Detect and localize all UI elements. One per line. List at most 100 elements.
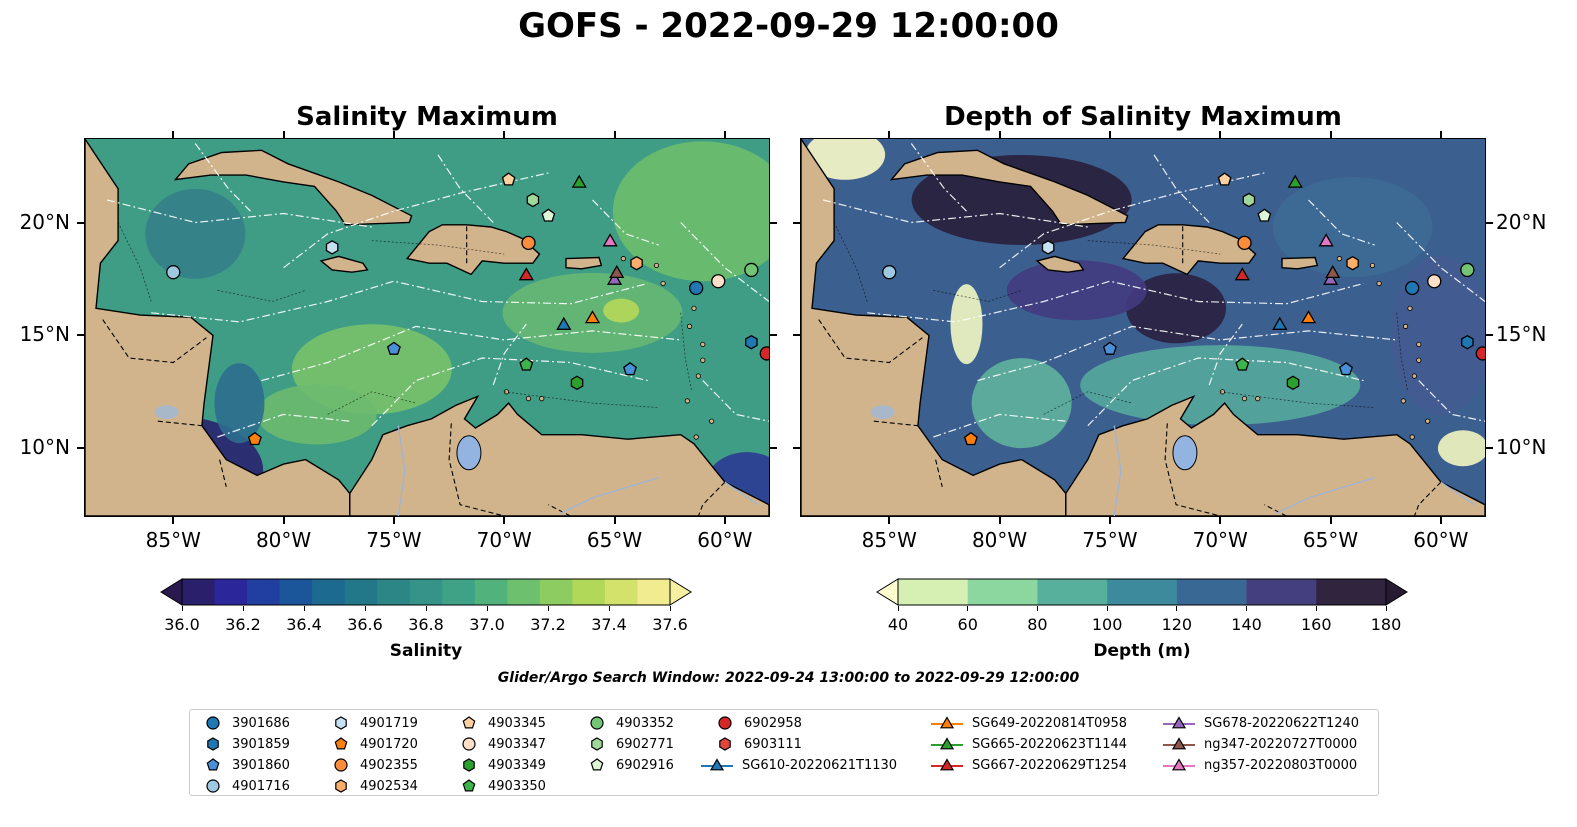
eez-boundary	[822, 199, 1088, 228]
pentagon-marker-icon	[206, 758, 220, 771]
legend-item-4901716: 4901716	[202, 776, 290, 796]
platform-marker-SG678-20220622T1240[interactable]	[606, 271, 623, 285]
platform-marker-3901860[interactable]	[386, 341, 401, 355]
platform-marker-4903350[interactable]	[519, 357, 534, 371]
river	[1275, 476, 1375, 515]
legend-item-6902958: 6902958	[714, 713, 802, 733]
platform-marker-3901686[interactable]	[1405, 280, 1420, 296]
colorbar-frame	[897, 578, 1387, 606]
platform-marker-4901719[interactable]	[325, 240, 339, 255]
platform-marker-6902958[interactable]	[759, 346, 769, 361]
platform-marker-ng347-20220727T0000[interactable]	[1325, 264, 1341, 279]
platform-marker-4901720[interactable]	[963, 431, 978, 446]
lake-nicaragua	[154, 405, 179, 420]
colorbar-tick	[897, 606, 899, 611]
platform-marker-4903350[interactable]	[1235, 357, 1250, 371]
platform-marker-4903347[interactable]	[711, 274, 726, 289]
colorbar-segment	[539, 579, 573, 605]
platform-marker-4903349[interactable]	[570, 375, 584, 391]
colorbar-tick	[608, 606, 610, 611]
platform-marker-3901859[interactable]	[1461, 334, 1474, 350]
cuba-land	[889, 149, 1129, 226]
small-island	[700, 357, 706, 363]
colorbar-segment	[279, 579, 313, 605]
platform-marker-3901860[interactable]	[1339, 361, 1353, 376]
small-island	[1407, 305, 1413, 311]
platform-marker-SG649-20220814T0958[interactable]	[584, 310, 601, 324]
triangle-marker-icon	[931, 758, 963, 771]
depth-colorbar-title: Depth (m)	[1093, 641, 1191, 661]
small-island	[695, 373, 701, 379]
ocean-field-feature	[1006, 260, 1147, 321]
platform-marker-SG667-20220629T1254[interactable]	[518, 267, 534, 281]
platform-marker-3901860[interactable]	[623, 361, 637, 376]
eez-boundary	[492, 323, 527, 386]
colorbar-segment	[214, 579, 248, 605]
legend-label: 4903350	[488, 778, 546, 794]
colorbar-tick	[1176, 606, 1178, 611]
platform-marker-4902534[interactable]	[630, 255, 643, 271]
platform-marker-ng357-20220803T0000[interactable]	[602, 233, 618, 247]
legend-label: 4902534	[360, 778, 418, 794]
legend-label: SG678-20220622T1240	[1204, 715, 1360, 731]
legend-item-4903349: 4903349	[458, 755, 546, 775]
legend-item-6902916: 6902916	[586, 755, 674, 775]
platform-marker-6902916[interactable]	[1257, 208, 1272, 222]
platform-marker-4901719[interactable]	[1041, 240, 1055, 255]
platform-marker-6902958[interactable]	[1475, 346, 1485, 361]
platform-marker-SG610-20220621T1130[interactable]	[556, 316, 572, 330]
isobath	[1396, 312, 1409, 392]
platform-marker-SG665-20220623T1144[interactable]	[571, 174, 587, 188]
hexagon-marker-icon	[335, 779, 347, 793]
salinity-map[interactable]	[84, 138, 770, 517]
platform-marker-4903347[interactable]	[1427, 274, 1442, 289]
circle-marker-icon	[206, 779, 220, 793]
isobath	[1220, 391, 1375, 408]
platform-marker-ng347-20220727T0000[interactable]	[609, 264, 625, 279]
platform-marker-4903345[interactable]	[1217, 172, 1232, 186]
platform-marker-6902771[interactable]	[1242, 192, 1256, 208]
platform-marker-ng357-20220803T0000[interactable]	[1318, 233, 1334, 247]
lon-tick	[1439, 131, 1442, 138]
eez-boundary	[910, 143, 967, 212]
country-border	[219, 459, 227, 487]
platform-marker-3901860[interactable]	[1102, 341, 1117, 355]
platform-marker-4901716[interactable]	[882, 265, 897, 280]
ocean-field-feature	[256, 384, 377, 445]
small-island	[653, 262, 660, 269]
colorbar-segment	[474, 579, 508, 605]
platform-marker-4903349[interactable]	[1286, 375, 1300, 391]
platform-marker-4901716[interactable]	[166, 265, 181, 280]
platform-marker-SG610-20220621T1130[interactable]	[1272, 316, 1288, 330]
platform-marker-SG667-20220629T1254[interactable]	[1234, 267, 1250, 281]
lon-tick-label: 80°W	[255, 528, 312, 552]
lat-tick	[77, 221, 84, 224]
lat-tick	[793, 447, 800, 450]
platform-marker-4901720[interactable]	[247, 431, 262, 446]
platform-marker-3901859[interactable]	[745, 334, 758, 350]
platform-marker-6902916[interactable]	[541, 208, 556, 222]
platform-marker-SG649-20220814T0958[interactable]	[1300, 310, 1317, 324]
country-border	[1164, 423, 1221, 516]
ocean-field-feature	[1080, 345, 1361, 426]
lat-tick-label: 15°N	[19, 322, 70, 347]
platform-marker-4903352[interactable]	[1460, 262, 1475, 278]
platform-marker-4903352[interactable]	[744, 262, 759, 278]
platform-marker-4902534[interactable]	[1346, 255, 1359, 271]
lon-tick	[392, 131, 395, 138]
platform-marker-SG678-20220622T1240[interactable]	[1322, 271, 1339, 285]
eez-boundary	[261, 325, 681, 382]
lon-tick	[503, 517, 506, 524]
legend-item-SG667-20220629T1254: SG667-20220629T1254	[930, 755, 1127, 775]
isobath	[1043, 391, 1133, 415]
river	[1440, 481, 1475, 506]
country-border	[873, 420, 918, 427]
platform-marker-4902355[interactable]	[521, 235, 536, 250]
platform-marker-4903345[interactable]	[501, 172, 516, 186]
depth-map[interactable]	[800, 138, 1486, 517]
colorbar-tick-label: 40	[887, 615, 909, 634]
platform-marker-4902355[interactable]	[1237, 235, 1252, 250]
platform-marker-6902771[interactable]	[526, 192, 540, 208]
platform-marker-SG665-20220623T1144[interactable]	[1287, 174, 1303, 188]
platform-marker-3901686[interactable]	[689, 280, 704, 296]
